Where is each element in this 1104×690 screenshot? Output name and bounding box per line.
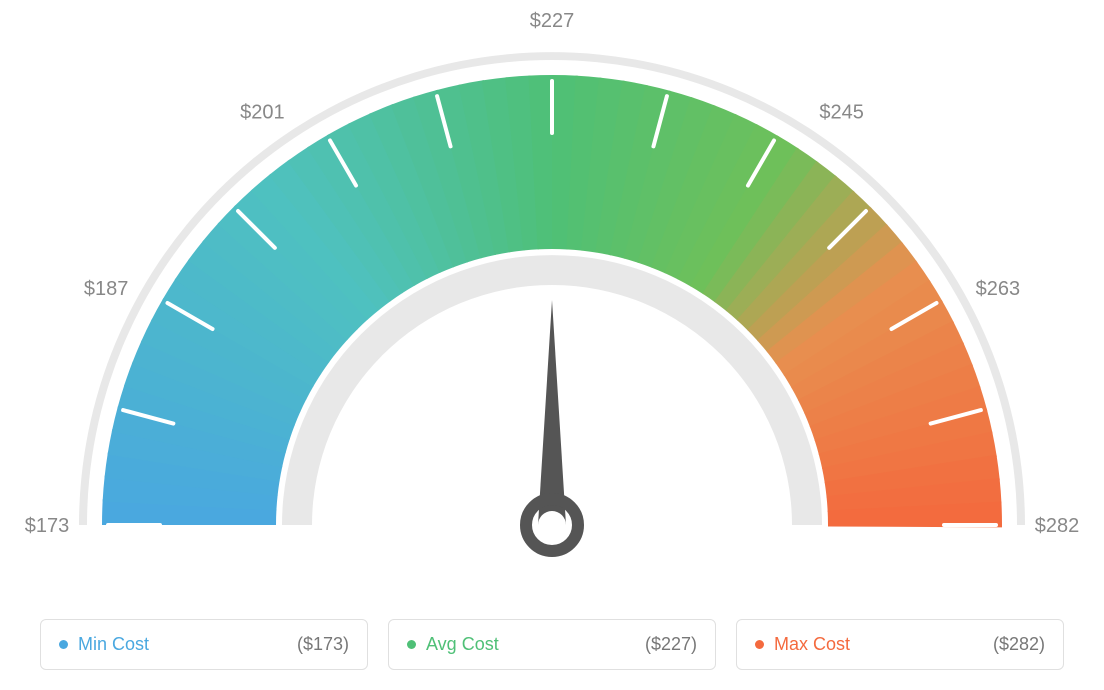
svg-text:$245: $245: [819, 101, 864, 123]
legend-card-max: Max Cost ($282): [736, 619, 1064, 670]
legend-dot-max: [755, 640, 764, 649]
gauge-svg: $173 $187 $201 $227 $245 $263 $282: [0, 0, 1104, 580]
svg-text:$201: $201: [240, 101, 285, 123]
svg-text:$263: $263: [976, 278, 1021, 300]
legend-label-min: Min Cost: [59, 634, 149, 655]
legend-card-avg: Avg Cost ($227): [388, 619, 716, 670]
legend-card-min: Min Cost ($173): [40, 619, 368, 670]
gauge-area: $173 $187 $201 $227 $245 $263 $282: [0, 0, 1104, 580]
legend-value-avg: ($227): [645, 634, 697, 655]
legend-value-min: ($173): [297, 634, 349, 655]
legend-label-text: Max Cost: [774, 634, 850, 655]
legend-dot-min: [59, 640, 68, 649]
legend-label-max: Max Cost: [755, 634, 850, 655]
svg-text:$227: $227: [530, 10, 575, 32]
legend-label-avg: Avg Cost: [407, 634, 499, 655]
cost-gauge-chart: $173 $187 $201 $227 $245 $263 $282 Min Cost ($…: [0, 0, 1104, 690]
svg-text:$173: $173: [25, 515, 70, 537]
legend-label-text: Min Cost: [78, 634, 149, 655]
legend-row: Min Cost ($173) Avg Cost ($227) Max Cost…: [0, 619, 1104, 670]
svg-text:$187: $187: [84, 278, 129, 300]
legend-value-max: ($282): [993, 634, 1045, 655]
legend-dot-avg: [407, 640, 416, 649]
svg-text:$282: $282: [1035, 515, 1080, 537]
legend-label-text: Avg Cost: [426, 634, 499, 655]
